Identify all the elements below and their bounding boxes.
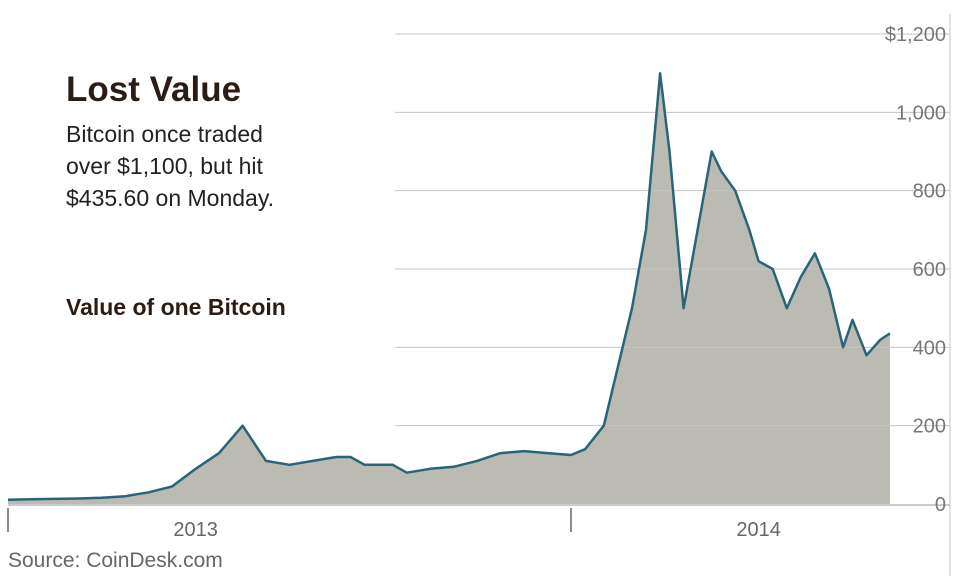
x-tick-label: 2014 bbox=[736, 519, 781, 541]
subtitle-line-1: Bitcoin once traded bbox=[66, 121, 263, 147]
price-area bbox=[8, 73, 890, 504]
y-tick-label: 600 bbox=[913, 259, 946, 281]
y-tick-label: 800 bbox=[913, 181, 946, 203]
chart-headline: Lost Value bbox=[66, 70, 242, 109]
y-tick-label: 400 bbox=[913, 337, 946, 359]
price-line bbox=[7, 71, 891, 501]
series-label: Value of one Bitcoin bbox=[66, 294, 286, 320]
y-tick-label: 1,000 bbox=[896, 102, 946, 124]
x-tick-label: 2013 bbox=[173, 519, 218, 541]
subtitle-line-3: $435.60 on Monday. bbox=[66, 185, 275, 211]
subtitle-line-2: over $1,100, but hit bbox=[66, 153, 263, 179]
source-note: Source: CoinDesk.com bbox=[8, 549, 223, 572]
y-tick-label: 0 bbox=[935, 494, 946, 516]
y-tick-label: 200 bbox=[913, 416, 946, 438]
y-tick-label: $1,200 bbox=[885, 24, 946, 46]
